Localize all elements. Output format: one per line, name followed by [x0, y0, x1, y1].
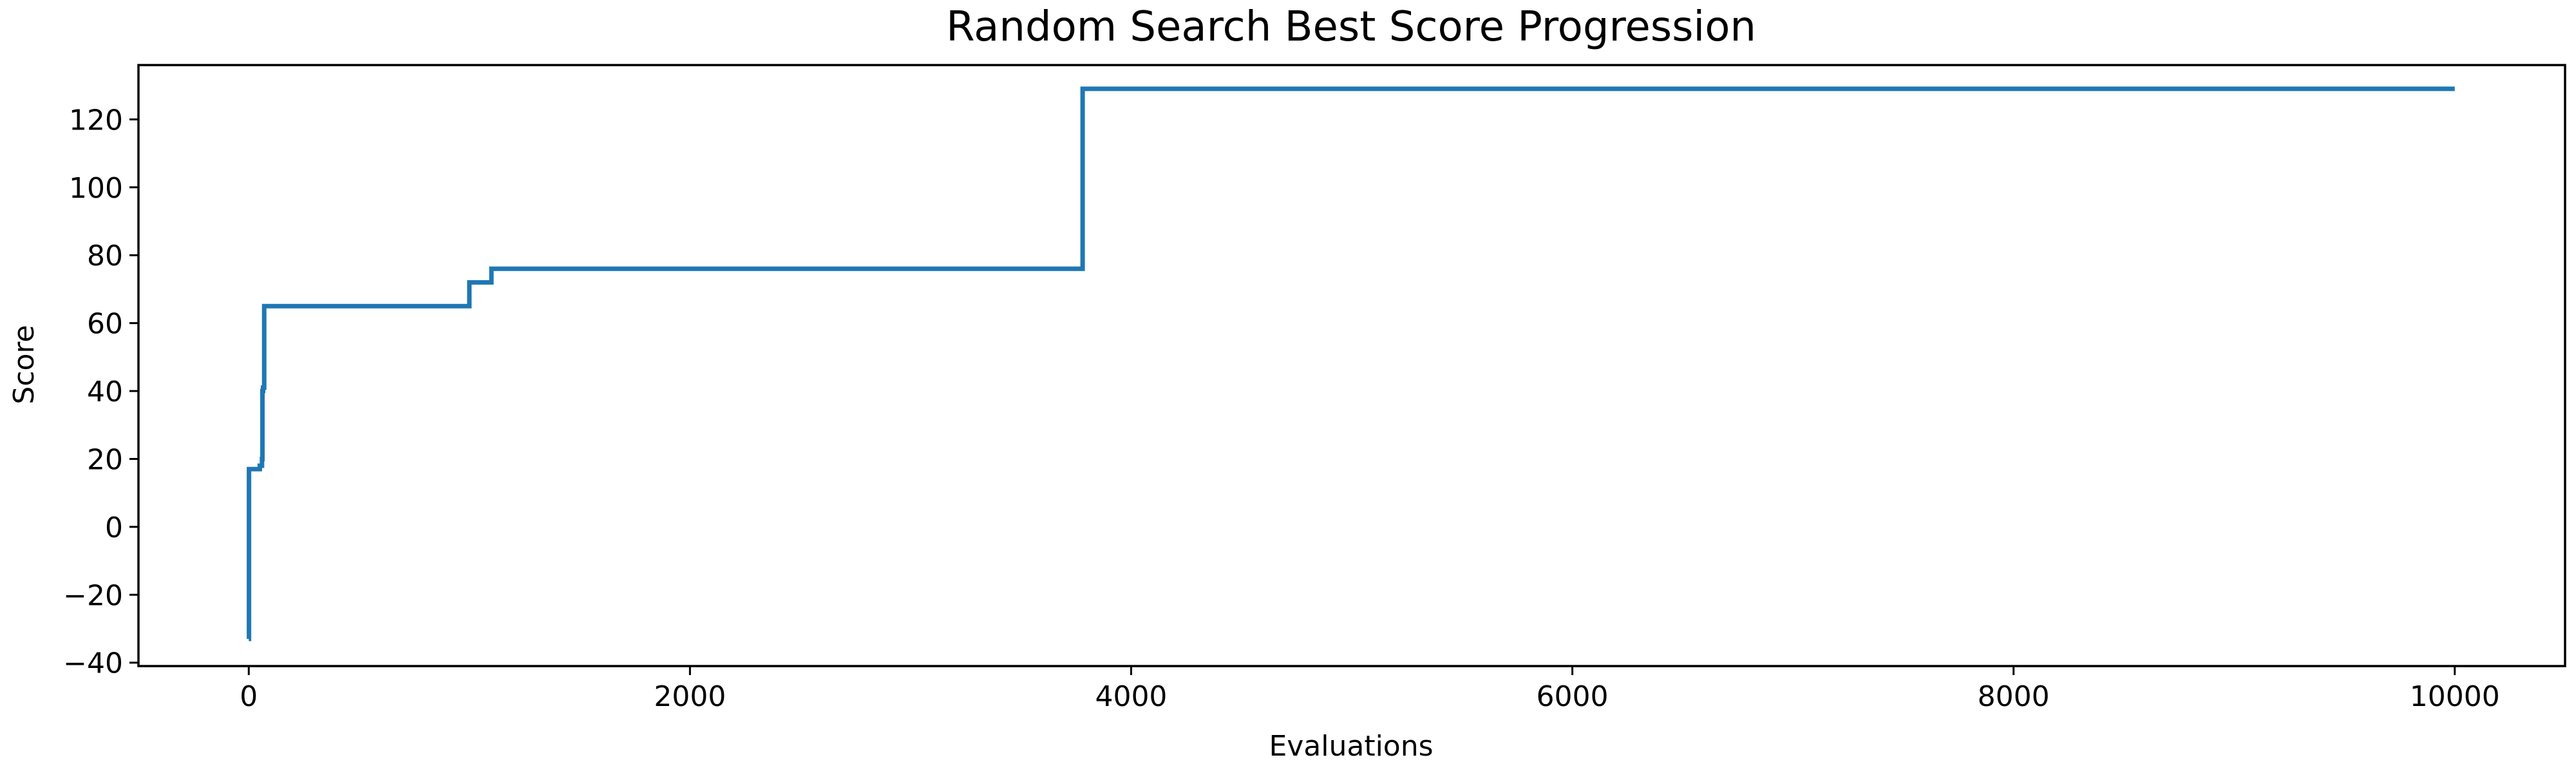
x-tick-label: 4000 — [1095, 680, 1167, 713]
x-tick-label: 2000 — [654, 680, 726, 713]
y-tick-label: 100 — [69, 172, 123, 205]
y-tick-label: 20 — [87, 443, 123, 476]
y-tick-label: 120 — [69, 104, 123, 137]
y-tick-label: −20 — [63, 579, 123, 612]
x-tick-label: 10000 — [2410, 680, 2500, 713]
y-tick-label: −40 — [63, 647, 123, 680]
x-tick-label: 6000 — [1537, 680, 1609, 713]
y-axis-label: Score — [8, 325, 41, 404]
x-tick-label: 0 — [240, 680, 258, 713]
y-tick-label: 0 — [105, 511, 123, 544]
x-axis-ticks: 0 2000 4000 6000 8000 10000 — [240, 666, 2500, 713]
x-axis-label: Evaluations — [1269, 730, 1433, 763]
y-tick-label: 40 — [87, 376, 123, 408]
y-axis-ticks: −40 −20 0 20 40 60 80 100 120 — [63, 104, 138, 680]
chart-title: Random Search Best Score Progression — [946, 3, 1756, 51]
x-tick-label: 8000 — [1978, 680, 2050, 713]
y-tick-label: 60 — [87, 308, 123, 341]
y-tick-label: 80 — [87, 240, 123, 272]
plot-area-frame — [137, 64, 2566, 667]
best-score-line — [247, 86, 2455, 642]
